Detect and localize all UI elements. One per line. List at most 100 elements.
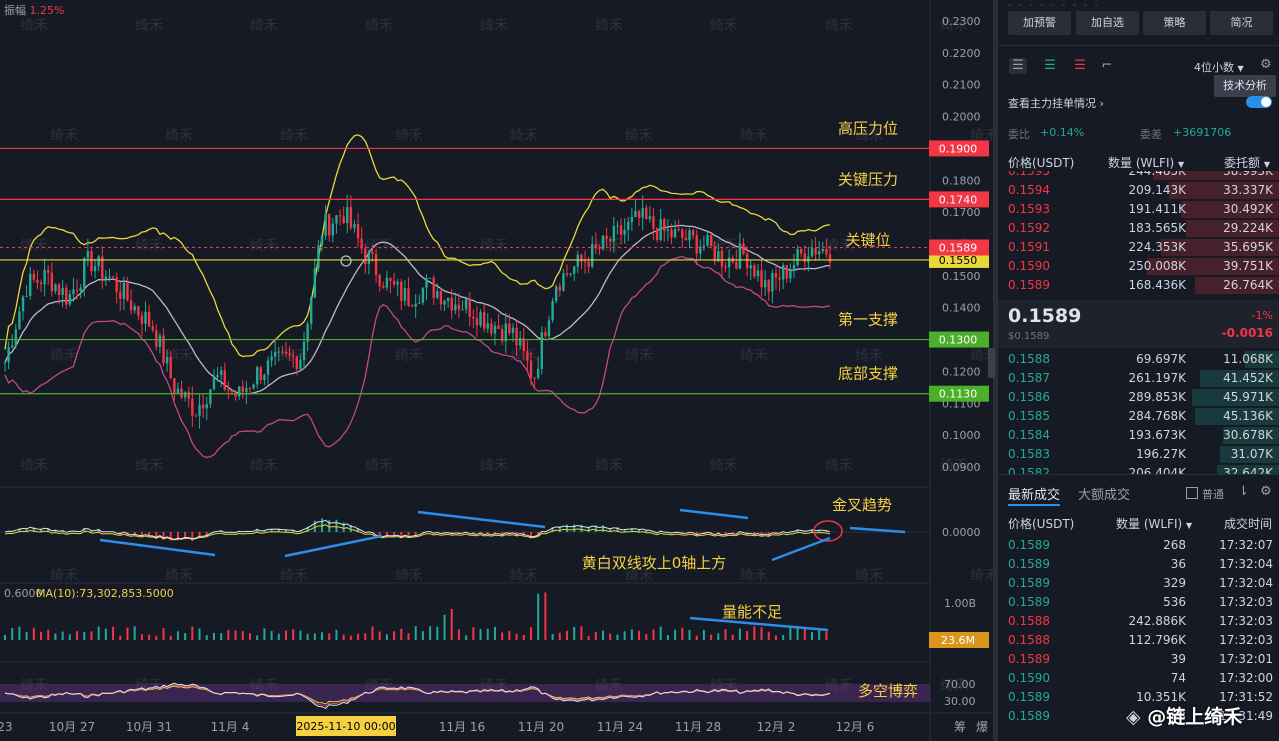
orderbook-toggle[interactable] bbox=[1246, 96, 1272, 108]
bid-row[interactable]: 0.1583 196.27K 31.07K bbox=[998, 445, 1279, 464]
macd-hist-bar bbox=[328, 520, 331, 532]
candle-body bbox=[331, 223, 335, 236]
candle-body bbox=[454, 304, 457, 311]
tab-large-trades[interactable]: 大额成交 bbox=[1078, 488, 1131, 503]
volume-bar bbox=[169, 635, 172, 640]
volume-bar bbox=[148, 634, 151, 640]
volume-bar bbox=[429, 626, 432, 640]
row-price: 0.1584 bbox=[1008, 428, 1050, 442]
strategy-button[interactable]: 策略 bbox=[1143, 11, 1206, 35]
oscillator-annotation: 多空博弈 bbox=[858, 682, 918, 700]
row-qty: 224.353K bbox=[1128, 240, 1187, 254]
decimal-select[interactable]: 4位小数 ▼ bbox=[1194, 61, 1244, 74]
add-alert-button[interactable]: 加预警 bbox=[1008, 11, 1071, 35]
macd-hist-bar bbox=[148, 532, 151, 538]
trade-row[interactable]: 0.1589 268 17:32:07 bbox=[998, 536, 1279, 555]
orderbook-main-link[interactable]: 查看主力挂单情况 › bbox=[1008, 97, 1104, 110]
ask-row[interactable]: 0.1594 209.143K 33.337K bbox=[998, 181, 1279, 200]
depth-bar bbox=[1161, 239, 1279, 256]
trade-row[interactable]: 0.1589 39 17:32:01 bbox=[998, 650, 1279, 669]
ask-row[interactable]: 0.1595 244.485K 38.995K bbox=[998, 171, 1279, 181]
candle-body bbox=[576, 254, 580, 267]
row-price: 0.1588 bbox=[1008, 352, 1050, 366]
candle-body bbox=[61, 287, 64, 295]
bid-row[interactable]: 0.1584 193.673K 30.678K bbox=[998, 426, 1279, 445]
ask-row[interactable]: 0.1591 224.353K 35.695K bbox=[998, 238, 1279, 257]
volume-bar bbox=[529, 627, 532, 640]
depth-bar bbox=[1245, 351, 1279, 368]
depth-bar bbox=[1192, 389, 1279, 406]
watermark-text: 绮禾 bbox=[20, 678, 48, 694]
row-total: 30.678K bbox=[1223, 428, 1273, 442]
candle-body bbox=[79, 287, 82, 291]
splitter-handle[interactable] bbox=[988, 348, 995, 378]
ob-header-price: 价格(USDT) bbox=[1008, 156, 1075, 170]
volume-bar bbox=[176, 631, 179, 640]
bid-row[interactable]: 0.1585 284.768K 45.136K bbox=[998, 407, 1279, 426]
trade-row[interactable]: 0.1589 536 17:32:03 bbox=[998, 593, 1279, 612]
trade-row[interactable]: 0.1589 83 17:31:49 bbox=[998, 707, 1279, 726]
depth-bar bbox=[1147, 258, 1279, 275]
normal-checkbox[interactable] bbox=[1186, 487, 1198, 499]
y-tick-label: 0.1400 bbox=[942, 302, 981, 315]
candle-body bbox=[749, 265, 752, 269]
trade-row[interactable]: 0.1589 329 17:32:04 bbox=[998, 574, 1279, 593]
tab-latest-trades[interactable]: 最新成交 bbox=[1008, 488, 1061, 503]
bid-row[interactable]: 0.1588 69.697K 11.068K bbox=[998, 350, 1279, 369]
ask-row[interactable]: 0.1592 183.565K 29.224K bbox=[998, 219, 1279, 238]
ob-header-total[interactable]: 委托额 ▼ bbox=[1224, 156, 1270, 170]
add-watchlist-button[interactable]: 加自选 bbox=[1076, 11, 1139, 35]
book-expand-icon[interactable]: ⌐ bbox=[1101, 58, 1113, 73]
volume-bar bbox=[436, 626, 439, 640]
trade-row[interactable]: 0.1589 10.351K 17:31:52 bbox=[998, 688, 1279, 707]
bid-row[interactable]: 0.1586 289.853K 45.971K bbox=[998, 388, 1279, 407]
macd-annotation-lines: 黄白双线攻上0轴上方 bbox=[582, 554, 727, 572]
book-both-icon[interactable]: ☰ bbox=[1009, 58, 1027, 74]
ask-row[interactable]: 0.1590 250.008K 39.751K bbox=[998, 257, 1279, 276]
ask-row[interactable]: 0.1589 168.436K 26.764K bbox=[998, 276, 1279, 295]
trade-row[interactable]: 0.1588 112.796K 17:32:03 bbox=[998, 631, 1279, 650]
settings-icon[interactable]: ⚙ bbox=[1260, 57, 1272, 72]
trade-time: 17:32:04 bbox=[1219, 576, 1273, 590]
candle-body bbox=[119, 291, 122, 299]
volume-bar bbox=[695, 635, 698, 640]
bid-row[interactable]: 0.1587 261.197K 41.452K bbox=[998, 369, 1279, 388]
macd-hist-bar bbox=[602, 525, 605, 532]
ask-row[interactable]: 0.1593 191.411K 30.492K bbox=[998, 200, 1279, 219]
trades-settings-icon[interactable]: ⚙ bbox=[1260, 484, 1272, 499]
candle-body bbox=[536, 368, 540, 379]
candle-body bbox=[364, 248, 367, 264]
overview-button[interactable]: 简况 bbox=[1210, 11, 1273, 35]
trade-row[interactable]: 0.1590 74 17:32:00 bbox=[998, 669, 1279, 688]
bid-row[interactable]: 0.1582 206.404K 32.642K bbox=[998, 464, 1279, 474]
trade-row[interactable]: 0.1589 36 17:32:04 bbox=[998, 555, 1279, 574]
volume-bar bbox=[364, 633, 367, 640]
volume-bar bbox=[393, 631, 396, 640]
chart-area[interactable]: 绮禾 绮禾 绮禾 绮禾 绮禾 绮禾 绮禾 绮禾 绮禾 绮禾 绮禾 绮禾 绮禾 绮禾 绮禾 绮禾 绮禾 绮禾 绮禾 绮禾… bbox=[0, 0, 993, 741]
macd-hist-bar bbox=[695, 532, 698, 536]
panel-splitter[interactable] bbox=[993, 0, 998, 741]
level-annotation: 底部支撑 bbox=[838, 365, 898, 383]
candle-body bbox=[338, 215, 342, 217]
volume-bar bbox=[681, 627, 684, 640]
volume-bar bbox=[385, 634, 388, 640]
volume-bar bbox=[724, 629, 727, 640]
level-tag: 0.1130 bbox=[939, 388, 978, 401]
trade-row[interactable]: 0.1588 242.886K 17:32:03 bbox=[998, 612, 1279, 631]
row-qty: 261.197K bbox=[1128, 371, 1187, 385]
book-asks-icon[interactable]: ☰ bbox=[1074, 58, 1086, 73]
candle-body bbox=[500, 328, 504, 341]
candle-body bbox=[612, 226, 616, 242]
volume-bar bbox=[710, 634, 713, 640]
book-bids-icon[interactable]: ☰ bbox=[1044, 58, 1056, 73]
volume-ma-label: MA(10):73,302,853.5000 bbox=[36, 587, 174, 600]
watermark-text: 绮禾 bbox=[20, 238, 48, 254]
filter-icon[interactable]: ⇂ bbox=[1238, 484, 1249, 499]
y-tick-label: 0.2300 bbox=[942, 15, 981, 28]
ob-header-qty[interactable]: 数量 (WLFI) ▼ bbox=[1108, 156, 1185, 170]
candle-body bbox=[302, 341, 306, 361]
macd-hist-bar bbox=[818, 529, 821, 532]
crosshair-dot bbox=[340, 255, 352, 267]
tr-header-qty[interactable]: 数量 (WLFI) ▼ bbox=[1116, 517, 1193, 531]
